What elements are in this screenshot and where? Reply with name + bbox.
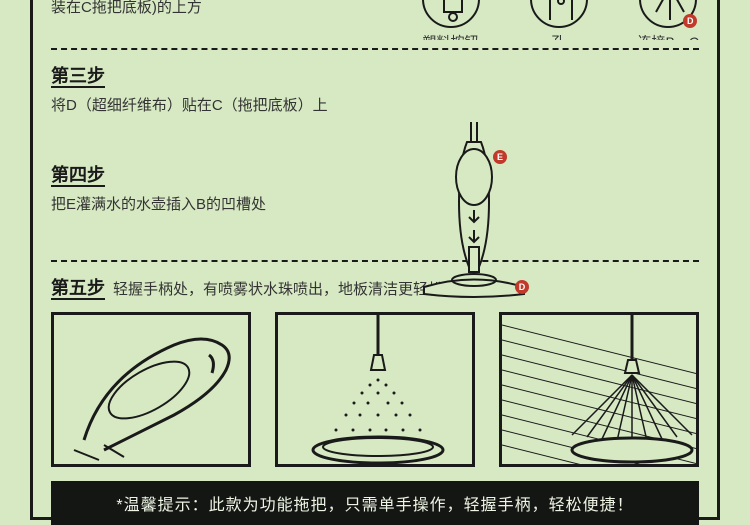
- circle-item: 塑料按钮: [422, 0, 480, 40]
- image-box-spray: [275, 312, 475, 467]
- circle-label: 塑料按钮: [423, 32, 479, 40]
- partial-previous-step: 装在C拖把底板)的上方 塑料按钮 孔 D 连接B、C: [51, 0, 699, 40]
- step-title: 第四步: [51, 161, 699, 187]
- partial-text: 装在C拖把底板)的上方: [51, 0, 202, 17]
- step-title: 第五步: [51, 274, 105, 300]
- separator: [51, 260, 699, 262]
- step-4: 第四步 把E灌满水的水壶插入B的凹槽处: [51, 161, 699, 214]
- circle-label: 连接B、C: [638, 32, 699, 40]
- step-5: 第五步 轻握手柄处，有喷雾状水珠喷出，地板清洁更轻松: [51, 274, 699, 300]
- circle-diagram-icon: D: [639, 0, 697, 28]
- separator: [51, 48, 699, 50]
- step-title: 第三步: [51, 62, 699, 88]
- badge-d-icon: D: [515, 280, 529, 294]
- image-row: [51, 312, 699, 467]
- badge-e-icon: E: [493, 150, 507, 164]
- step-desc: 轻握手柄处，有喷雾状水珠喷出，地板清洁更轻松: [113, 278, 443, 299]
- circle-item: 孔: [530, 0, 588, 40]
- mop-diagram-icon: E D: [399, 122, 549, 302]
- circle-diagram-icon: [422, 0, 480, 28]
- circle-label: 孔: [552, 32, 566, 40]
- step-desc: 将D（超细纤维布）贴在C（拖把底板）上: [51, 94, 699, 115]
- tip-bar: *温馨提示：此款为功能拖把，只需单手操作，轻握手柄，轻松便捷！: [51, 481, 699, 525]
- image-box-handle: [51, 312, 251, 467]
- step-3: 第三步 将D（超细纤维布）贴在C（拖把底板）上: [51, 62, 699, 115]
- image-box-floor: [499, 312, 699, 467]
- step-desc: 把E灌满水的水壶插入B的凹槽处: [51, 193, 699, 214]
- circle-item: D 连接B、C: [638, 0, 699, 40]
- circle-row: 塑料按钮 孔 D 连接B、C: [422, 0, 699, 40]
- circle-diagram-icon: [530, 0, 588, 28]
